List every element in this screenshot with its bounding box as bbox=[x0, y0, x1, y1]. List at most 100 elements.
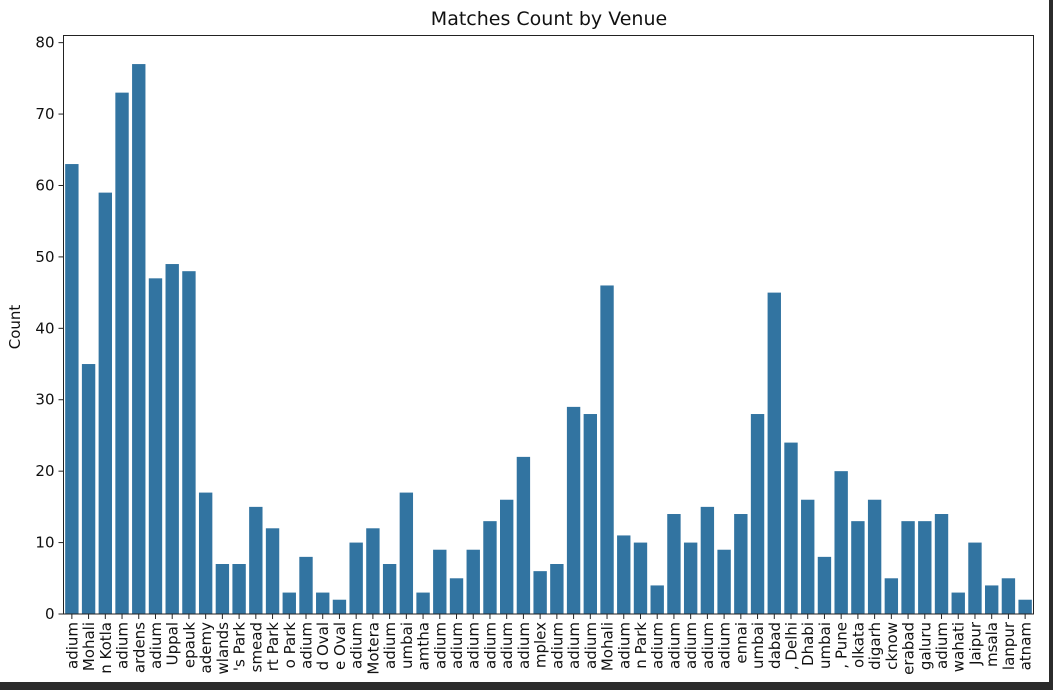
bar bbox=[182, 271, 196, 614]
y-tick-label: 50 bbox=[35, 248, 54, 266]
chart-title: Matches Count by Venue bbox=[431, 8, 667, 30]
x-tick-label: umbai bbox=[398, 622, 416, 669]
x-tick-label: adium bbox=[515, 622, 533, 669]
x-tick-label: adium bbox=[448, 622, 466, 669]
bar bbox=[282, 592, 296, 614]
bar bbox=[683, 542, 698, 614]
bar bbox=[232, 564, 246, 614]
x-tick-label: adium bbox=[665, 622, 683, 669]
bar bbox=[265, 528, 280, 614]
y-tick-label: 10 bbox=[35, 534, 54, 552]
x-tick-label: Motera bbox=[364, 622, 382, 675]
x-tick-label: atnam bbox=[1017, 622, 1035, 670]
bar bbox=[851, 521, 865, 614]
x-tick-label: adium bbox=[933, 622, 951, 669]
y-tick-label: 20 bbox=[35, 462, 54, 480]
bar bbox=[215, 564, 230, 614]
x-tick-label: ademy bbox=[197, 622, 215, 674]
bar bbox=[332, 599, 347, 614]
bar bbox=[801, 499, 815, 614]
x-tick-label: adium bbox=[498, 622, 516, 669]
window-edge-bottom bbox=[0, 682, 1053, 690]
bar bbox=[583, 414, 597, 614]
x-tick-label: n Park bbox=[632, 622, 650, 669]
bar bbox=[834, 471, 848, 614]
bar bbox=[382, 564, 397, 614]
bar bbox=[767, 292, 781, 614]
x-tick-label: e Oval bbox=[331, 622, 349, 670]
x-tick-label: n Kotla bbox=[97, 622, 115, 674]
bar bbox=[617, 535, 631, 614]
bar bbox=[951, 592, 965, 614]
x-tick-label: adium bbox=[481, 622, 499, 669]
bar bbox=[132, 64, 146, 615]
bar bbox=[550, 564, 564, 614]
bar bbox=[918, 521, 932, 614]
x-tick-label: Jaipur bbox=[966, 621, 984, 666]
bar bbox=[81, 364, 96, 614]
x-tick-label: umbai bbox=[816, 622, 834, 669]
x-tick-label: amtha bbox=[415, 622, 433, 670]
x-tick-label: adium bbox=[381, 622, 399, 669]
x-tick-label: Uppal bbox=[164, 622, 182, 665]
x-tick-label: , Delhi bbox=[783, 622, 801, 670]
window-edge-right bbox=[1049, 0, 1053, 690]
bar bbox=[349, 542, 363, 614]
x-tick-label: adium bbox=[348, 622, 366, 669]
x-tick-label: lanpur bbox=[1000, 621, 1018, 670]
bar bbox=[700, 506, 715, 614]
x-tick-label: o Park bbox=[281, 622, 299, 669]
bar bbox=[65, 164, 79, 615]
x-tick-label: umbai bbox=[749, 622, 767, 669]
x-tick-label: adium bbox=[716, 622, 734, 669]
x-tick-label: mplex bbox=[532, 622, 550, 668]
plot-frame bbox=[63, 35, 1034, 615]
bar bbox=[483, 521, 497, 614]
y-tick-label: 80 bbox=[35, 34, 54, 52]
y-tick-label: 40 bbox=[35, 319, 54, 337]
x-tick-label: adium bbox=[63, 622, 81, 669]
x-tick-label: rt Park bbox=[264, 622, 282, 672]
x-tick-label: adium bbox=[431, 622, 449, 669]
x-tick-label: epauk bbox=[180, 622, 198, 668]
x-tick-label: erabad bbox=[900, 622, 918, 675]
bar bbox=[115, 92, 129, 614]
bar bbox=[449, 578, 464, 614]
x-tick-label: ardens bbox=[130, 622, 148, 673]
bar bbox=[600, 285, 614, 614]
x-tick-label: adium bbox=[699, 622, 717, 669]
bar bbox=[566, 406, 581, 614]
x-tick-label: adium bbox=[649, 622, 667, 669]
bar bbox=[466, 549, 480, 614]
bar bbox=[633, 542, 648, 614]
bar bbox=[98, 192, 112, 614]
x-tick-label: adium bbox=[548, 622, 566, 669]
x-tick-label: galuru bbox=[916, 622, 934, 670]
bar bbox=[366, 528, 380, 614]
bar bbox=[985, 585, 999, 614]
bar bbox=[249, 506, 263, 614]
bar bbox=[884, 578, 899, 614]
bar bbox=[717, 549, 731, 614]
y-tick-label: 30 bbox=[35, 391, 54, 409]
x-tick-label: adium bbox=[682, 622, 700, 669]
bar bbox=[1001, 578, 1016, 614]
x-tick-label: , Pune bbox=[833, 622, 851, 669]
x-tick-label: cknow bbox=[883, 622, 901, 670]
x-tick-label: Dhabi bbox=[799, 622, 817, 666]
bar bbox=[299, 556, 313, 614]
x-tick-label: d Oval bbox=[314, 622, 332, 670]
bar bbox=[399, 492, 414, 614]
y-axis-label: Count bbox=[6, 305, 24, 350]
x-tick-label: digarh bbox=[866, 622, 884, 670]
x-tick-label: adium bbox=[582, 622, 600, 669]
bar bbox=[784, 442, 798, 614]
x-tick-label: wahati bbox=[950, 622, 968, 672]
bar bbox=[165, 264, 179, 614]
x-tick-label: Mohali bbox=[80, 622, 98, 671]
x-tick-label: adium bbox=[565, 622, 583, 669]
x-tick-label: olkata bbox=[849, 622, 867, 668]
bar bbox=[316, 592, 330, 614]
